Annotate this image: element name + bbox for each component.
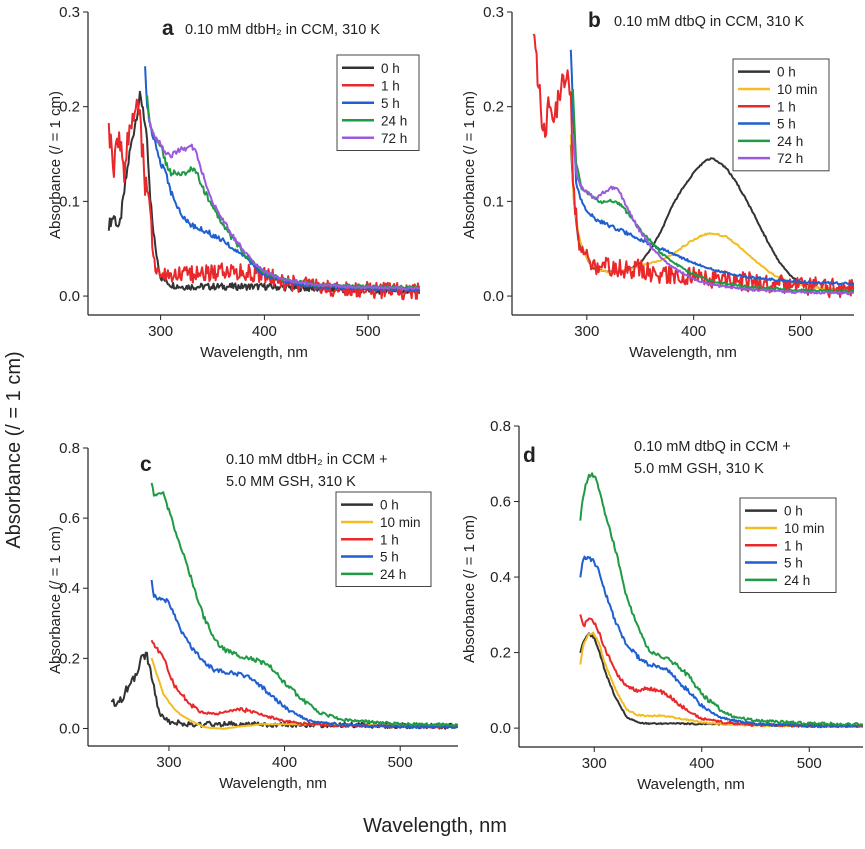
panel-title: 0.10 mM dtbH₂ in CCM +	[226, 452, 388, 468]
legend-label: 1 h	[784, 538, 803, 553]
y-tick-label: 0.2	[59, 650, 80, 667]
panel-letter: c	[140, 453, 152, 476]
panel-title: 0.10 mM dtbQ in CCM +	[634, 439, 791, 455]
x-tick-label: 300	[148, 323, 173, 340]
legend-label: 10 min	[784, 521, 825, 536]
x-tick-label: 400	[252, 323, 277, 340]
legend-label: 0 h	[381, 61, 400, 76]
panel-letter: b	[588, 9, 601, 32]
global-xlabel: Wavelength, nm	[363, 815, 507, 837]
x-tick-label: 500	[788, 323, 813, 340]
series-line-24-h	[571, 88, 854, 294]
legend-label: 10 min	[380, 515, 421, 530]
y-tick-label: 0.4	[59, 580, 80, 597]
panel-b: 300 400 500 0.0 0.1 0.2 0.3 Wavelength, nm Absor…	[461, 4, 854, 361]
y-tick-label: 0.6	[59, 510, 80, 527]
y-axis-title: Absorbance (/ = 1 cm)	[461, 91, 478, 239]
y-tick-label: 0.4	[490, 569, 511, 586]
series-line-72-h	[147, 117, 420, 291]
y-tick-label: 0.2	[483, 99, 504, 116]
series-line-5-h	[569, 49, 854, 286]
panel-a: 300 400 500 0.0 0.1 0.2 0.3 Wavelength, nm Absor…	[47, 4, 420, 361]
x-axis-title: Wavelength, nm	[629, 344, 737, 361]
series-line-5-h	[579, 555, 863, 729]
series-line-24-h	[150, 482, 458, 728]
x-tick-label: 400	[272, 754, 297, 771]
legend-label: 5 h	[380, 550, 399, 565]
legend-label: 24 h	[777, 134, 803, 149]
panel-title: 0.10 mM dtbH₂ in CCM, 310 K	[185, 22, 380, 38]
x-axis-title: Wavelength, nm	[637, 776, 745, 793]
series-line-1-h	[107, 98, 420, 301]
series-line-72-h	[571, 133, 854, 296]
y-tick-label: 0.1	[59, 193, 80, 210]
legend-label: 72 h	[381, 131, 407, 146]
legend-box	[732, 58, 830, 172]
y-tick-label: 0.0	[490, 720, 511, 737]
x-tick-label: 400	[681, 323, 706, 340]
x-tick-label: 400	[689, 755, 714, 772]
x-tick-label: 300	[156, 754, 181, 771]
y-tick-label: 0.1	[483, 193, 504, 210]
y-tick-label: 0.3	[483, 4, 504, 21]
panel-c: 300 400 500 0.0 0.2 0.4 0.6 0.8 Wavelength, nm Ab…	[47, 440, 458, 792]
y-tick-label: 0.2	[490, 645, 511, 662]
legend-label: 0 h	[380, 498, 399, 513]
panel-title: 0.10 mM dtbQ in CCM, 310 K	[614, 14, 805, 30]
legend-label: 24 h	[784, 573, 810, 588]
legend-label: 1 h	[777, 99, 796, 114]
y-tick-label: 0.6	[490, 494, 511, 511]
legend-label: 1 h	[381, 78, 400, 93]
y-tick-label: 0.0	[483, 288, 504, 305]
legend-label: 5 h	[784, 556, 803, 571]
legend-label: 1 h	[380, 532, 399, 547]
y-tick-label: 0.8	[59, 440, 80, 457]
x-tick-label: 300	[582, 755, 607, 772]
x-axis-title: Wavelength, nm	[219, 775, 327, 792]
x-tick-label: 500	[388, 754, 413, 771]
x-tick-label: 500	[797, 755, 822, 772]
y-tick-label: 0.3	[59, 4, 80, 21]
y-axis-title: Absorbance (/ = 1 cm)	[47, 526, 64, 674]
panel-letter: d	[523, 444, 536, 467]
legend-label: 24 h	[381, 113, 407, 128]
x-tick-label: 300	[574, 323, 599, 340]
series-line-24-h	[579, 472, 863, 727]
legend-label: 0 h	[777, 65, 796, 80]
panel-d: 300 400 500 0.0 0.2 0.4 0.6 0.8 Wavelength, nm Ab…	[461, 418, 863, 793]
y-axis-title: Absorbance (/ = 1 cm)	[47, 91, 64, 239]
series-line-5-h	[150, 579, 458, 730]
y-tick-label: 0.0	[59, 720, 80, 737]
y-tick-label: 0.8	[490, 418, 511, 435]
x-tick-label: 500	[356, 323, 381, 340]
legend-label: 10 min	[777, 82, 818, 97]
legend-label: 5 h	[381, 96, 400, 111]
global-ylabel: Absorbance (/ = 1 cm)	[3, 351, 25, 548]
panel-title: 5.0 MM GSH, 310 K	[226, 474, 356, 490]
y-tick-label: 0.2	[59, 99, 80, 116]
panel-title: 5.0 mM GSH, 310 K	[634, 461, 764, 477]
legend-label: 5 h	[777, 117, 796, 132]
x-axis-title: Wavelength, nm	[200, 344, 308, 361]
legend-label: 24 h	[380, 567, 406, 582]
panel-letter: a	[162, 17, 174, 40]
legend-label: 72 h	[777, 151, 803, 166]
series-line-1-h	[532, 33, 854, 299]
y-tick-label: 0.0	[59, 288, 80, 305]
y-axis-title: Absorbance (/ = 1 cm)	[461, 515, 478, 663]
legend-label: 0 h	[784, 504, 803, 519]
